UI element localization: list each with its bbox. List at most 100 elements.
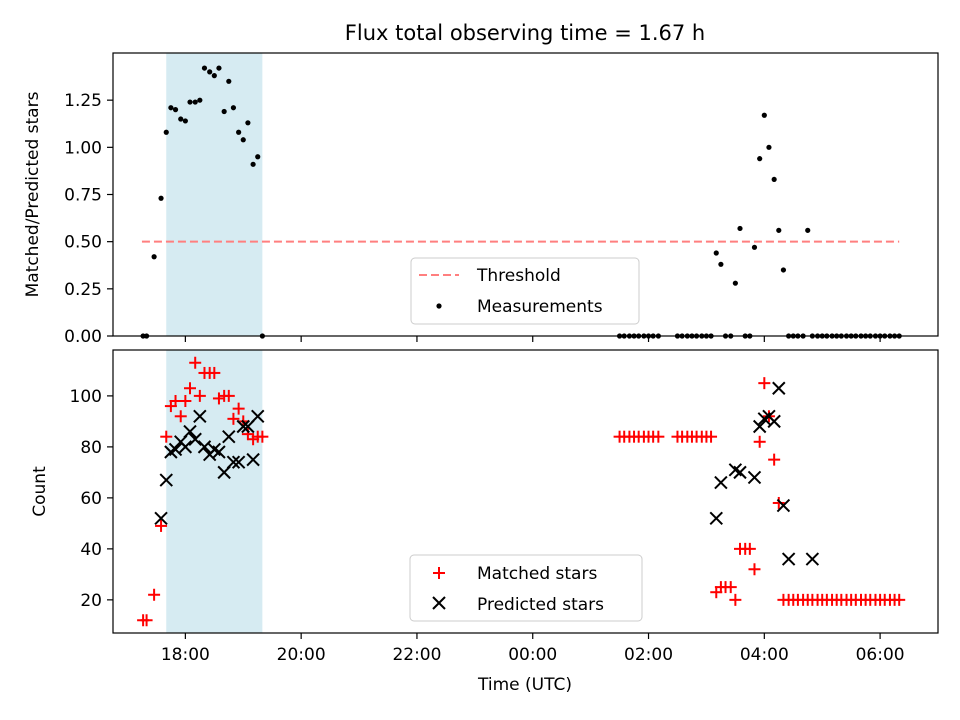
measurement-point [197, 97, 203, 103]
matched-star-point [705, 430, 718, 443]
predicted-star-point [733, 465, 747, 480]
measurement-point [732, 280, 738, 286]
x-tick-label: 02:00 [624, 645, 673, 665]
legend-threshold-label: Threshold [476, 266, 561, 286]
measurement-point [250, 161, 256, 167]
measurement-point [158, 195, 164, 201]
predicted-star-point [193, 409, 207, 423]
bottom-panel: 20 40 60 80 100 18:00 20:00 22:00 00:00 02:00 04:… [30, 349, 939, 695]
measurement-point [172, 107, 179, 113]
predicted-star-point [772, 381, 786, 395]
top-y-tick-label: 0.00 [64, 327, 102, 347]
matched-star-point [184, 382, 196, 395]
measurement-point [236, 129, 242, 135]
top-y-tick-label: 1.25 [64, 91, 102, 111]
bottom-y-tick-label: 20 [80, 591, 102, 611]
predicted-star-point [781, 552, 796, 566]
x-tick-label: 06:00 [856, 645, 905, 665]
legend-matched-label: Matched stars [477, 564, 597, 584]
predicted-star-point [226, 455, 241, 469]
predicted-star-point [776, 498, 791, 513]
top-axes-frame [112, 52, 939, 337]
x-tick-label: 22:00 [392, 645, 441, 665]
measurement-point [776, 227, 782, 233]
bottom-y-tick-label: 80 [80, 438, 102, 458]
matched-star-point [140, 614, 153, 627]
matched-star-point [189, 356, 202, 369]
matched-star-point [743, 542, 756, 555]
matched-star-point [893, 593, 906, 606]
matched-star-point [652, 430, 665, 443]
x-tick-label: 04:00 [740, 645, 789, 665]
top-legend-frame [410, 257, 640, 325]
measurement-point [226, 78, 232, 84]
predicted-star-point [231, 455, 246, 469]
matched-star-point [160, 430, 173, 443]
matched-star-point [222, 389, 235, 402]
predicted-star-point [767, 414, 781, 429]
measurement-point [192, 99, 198, 105]
x-axis-label: Time (UTC) [477, 675, 572, 695]
matched-star-point [227, 412, 240, 425]
bottom-y-tick-label: 100 [70, 387, 102, 407]
matched-star-point [256, 430, 269, 443]
predicted-star-point [212, 445, 226, 459]
measurement-point [718, 261, 724, 267]
bottom-y-axis-label: Count [30, 466, 50, 517]
measurement-point [163, 129, 169, 135]
matched-star-point [232, 402, 245, 415]
top-y-tick-label: 1.00 [64, 138, 102, 158]
x-tick-label: 20:00 [277, 645, 326, 665]
top-legend: Threshold Measurements [410, 257, 640, 325]
matched-star-point [768, 453, 781, 466]
measurement-point [201, 65, 208, 71]
top-y-tick-label: 0.75 [64, 186, 102, 206]
measurement-point [737, 225, 743, 232]
measurement-point [168, 105, 174, 111]
measurement-point [182, 118, 188, 124]
matched-star-point [212, 392, 225, 405]
measurement-point [751, 244, 758, 250]
measurement-point [757, 156, 763, 162]
bottom-x-ticks: 18:00 20:00 22:00 00:00 02:00 04:00 06:00 [161, 633, 905, 665]
matched-star-point [208, 366, 221, 379]
predicted-star-point [246, 452, 260, 467]
top-y-ticks: 0.00 0.25 0.50 0.75 1.00 1.25 [64, 91, 113, 347]
bottom-legend: Matched stars Predicted stars [409, 554, 643, 622]
predicted-star-point [241, 419, 255, 434]
predicted-star-point [159, 473, 173, 487]
matched-star-point [179, 394, 192, 407]
bottom-highlight-span [166, 350, 263, 633]
legend-predicted-marker [432, 596, 446, 610]
measurement-point [805, 227, 811, 233]
measurement-point [151, 254, 157, 260]
bottom-y-ticks: 20 40 60 80 100 [70, 387, 113, 611]
predicted-star-point [168, 442, 183, 457]
legend-measurements-label: Measurements [477, 297, 603, 317]
matched-star-point [174, 410, 187, 423]
measurement-point [766, 144, 772, 150]
x-tick-label: 00:00 [508, 645, 557, 665]
top-highlight-span [166, 53, 263, 336]
predicted-star-point [178, 440, 193, 454]
predicted-star-point [154, 511, 168, 525]
measurement-point [713, 250, 719, 256]
matched-star-point [729, 593, 742, 606]
top-y-tick-label: 0.25 [64, 280, 102, 300]
matched-star-point [753, 435, 766, 448]
predicted-star-point [251, 409, 265, 423]
matched-star-point [748, 563, 761, 576]
matched-star-point [155, 519, 168, 532]
predicted-star-point [183, 424, 197, 439]
matched-star-point [148, 588, 161, 601]
predicted-star-point [747, 470, 762, 485]
predicted-star-point [188, 432, 202, 446]
measurement-point [771, 176, 777, 183]
measurement-point [761, 112, 767, 118]
measurement-point [207, 69, 213, 75]
predicted-star-point [709, 511, 723, 525]
chart-title: Flux total observing time = 1.67 h [345, 21, 705, 45]
measurement-point [187, 99, 193, 105]
top-y-tick-label: 0.50 [64, 233, 102, 253]
bottom-legend-frame [409, 554, 643, 622]
